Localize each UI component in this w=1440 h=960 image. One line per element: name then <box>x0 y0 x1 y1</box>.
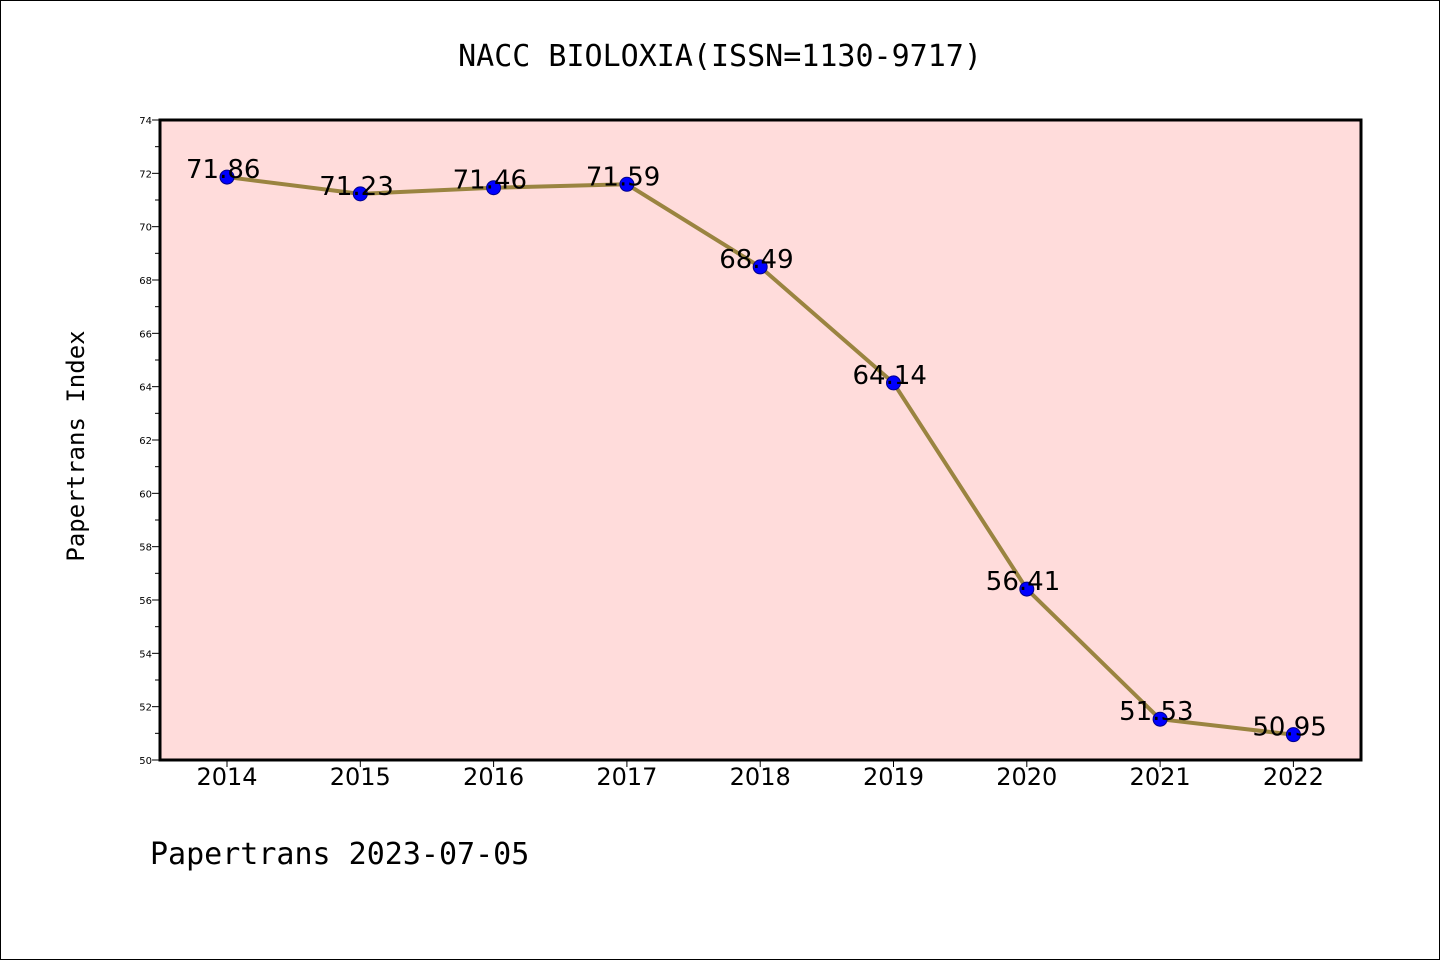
data-point <box>1019 581 1035 597</box>
x-tick-label: 2022 <box>1263 763 1324 791</box>
data-point <box>486 180 502 196</box>
data-label: 56.41 <box>986 567 1060 597</box>
x-tick-label: 2020 <box>996 763 1057 791</box>
y-axis-label: Papertrans Index <box>62 330 90 561</box>
data-label: 71.59 <box>586 162 660 192</box>
y-tick-label: 66 <box>139 329 152 340</box>
x-tick-label: 2019 <box>863 763 924 791</box>
x-tick-label: 2017 <box>596 763 657 791</box>
footer-date: Papertrans 2023-07-05 <box>150 837 529 872</box>
data-point <box>619 176 635 192</box>
x-tick-label: 2018 <box>730 763 791 791</box>
data-point <box>752 259 768 275</box>
y-tick-label: 56 <box>139 596 152 607</box>
data-points <box>219 169 1301 743</box>
x-tick-label: 2021 <box>1130 763 1191 791</box>
data-label: 51.53 <box>1119 697 1193 727</box>
data-point <box>219 169 235 185</box>
data-label: 50.95 <box>1252 713 1326 743</box>
data-label: 71.86 <box>186 155 260 185</box>
y-tick-label: 52 <box>139 703 152 714</box>
x-tick-label: 2016 <box>463 763 524 791</box>
x-axis: 2014 2015 2016 2017 2018 2019 2020 2021 2022 <box>196 760 1324 791</box>
data-point <box>352 186 368 202</box>
y-tick-label: 74 <box>139 116 152 127</box>
data-label: 64.14 <box>853 361 927 391</box>
data-point <box>1152 711 1168 727</box>
y-axis: 50 52 54 56 58 60 62 64 66 68 70 72 74 <box>139 116 160 767</box>
data-label: 71.46 <box>453 166 527 196</box>
data-labels: 71.86 71.23 71.46 71.59 68.49 64.14 56.41 51.53… <box>186 155 1327 743</box>
y-tick-label: 64 <box>139 383 152 394</box>
chart-title: NACC BIOLOXIA(ISSN=1130-9717) <box>458 39 982 74</box>
y-tick-label: 62 <box>139 436 152 447</box>
data-point <box>886 375 901 391</box>
y-tick-label: 60 <box>139 489 152 500</box>
data-point <box>1285 727 1301 743</box>
plot-area <box>158 118 1363 762</box>
data-label: 68.49 <box>719 245 793 275</box>
data-label: 71.23 <box>319 172 393 202</box>
x-tick-label: 2015 <box>330 763 391 791</box>
y-tick-label: 68 <box>139 276 152 287</box>
y-tick-label: 54 <box>139 649 152 660</box>
y-tick-label: 70 <box>139 223 152 234</box>
y-tick-label: 72 <box>139 169 152 180</box>
y-tick-label: 50 <box>139 756 152 767</box>
y-tick-label: 58 <box>139 543 152 554</box>
x-tick-label: 2014 <box>196 763 257 791</box>
